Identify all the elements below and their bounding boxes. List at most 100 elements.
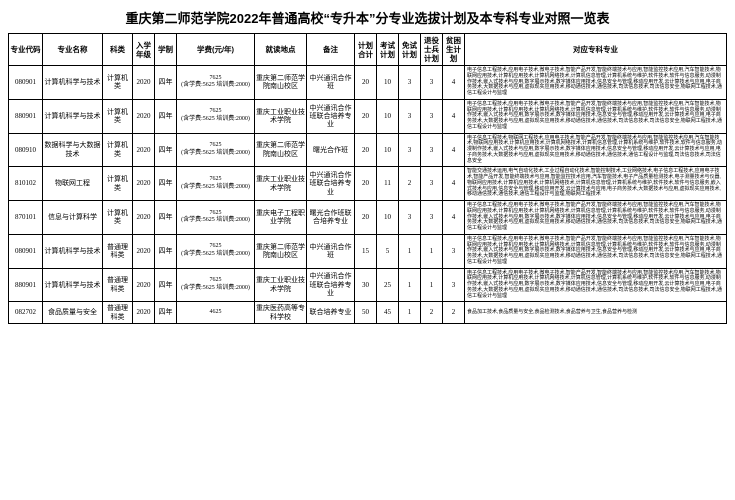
cell-n1: 20 — [355, 66, 377, 100]
cell-remark: 曙光合作班联合培养专业 — [307, 201, 355, 235]
col-header-4: 学制 — [155, 34, 177, 66]
col-header-11: 退役士兵计划 — [421, 34, 443, 66]
cell-year: 2020 — [133, 268, 155, 302]
table-row: 880901计算机科学与技术计算机类2020四年7625(含学费:5625 培训… — [9, 99, 727, 133]
cell-loc: 重庆第二师范学院南山校区 — [255, 133, 307, 167]
cell-sys: 四年 — [155, 268, 177, 302]
col-header-3: 入学年级 — [133, 34, 155, 66]
cell-loc: 重庆工业职业技术学院 — [255, 268, 307, 302]
cell-name: 计算机科学与技术 — [43, 99, 103, 133]
cell-n1: 20 — [355, 133, 377, 167]
cell-n3: 2 — [399, 167, 421, 201]
cell-loc: 重庆医药高等专科学校 — [255, 302, 307, 324]
cell-n1: 30 — [355, 268, 377, 302]
cell-n3: 3 — [399, 66, 421, 100]
cell-cat: 计算机类 — [103, 99, 133, 133]
col-header-0: 专业代码 — [9, 34, 43, 66]
cell-n1: 20 — [355, 201, 377, 235]
cell-year: 2020 — [133, 302, 155, 324]
cell-n4: 3 — [421, 66, 443, 100]
table-header-row: 专业代码专业名称科类入学年级学制学费(元/年)就读地点备注计划合计考试计划免试计… — [9, 34, 727, 66]
cell-sys: 四年 — [155, 167, 177, 201]
cell-n4: 2 — [421, 302, 443, 324]
cell-fee: 7625(含学费:5625 培训费:2000) — [177, 66, 255, 100]
cell-loc: 重庆工业职业技术学院 — [255, 99, 307, 133]
cell-n2: 25 — [377, 268, 399, 302]
cell-note: 电子信息工程技术,应用电子技术,微电子技术,智能产品开发,智能终端技术与应用,智… — [465, 201, 727, 235]
cell-n3: 3 — [399, 201, 421, 235]
cell-fee: 4625 — [177, 302, 255, 324]
table-row: 082702食品质量与安全普通理科类2020四年4625重庆医药高等专科学校联合… — [9, 302, 727, 324]
cell-n5: 3 — [443, 234, 465, 268]
cell-year: 2020 — [133, 201, 155, 235]
col-header-13: 对应专科专业 — [465, 34, 727, 66]
cell-name: 物联网工程 — [43, 167, 103, 201]
cell-n4: 3 — [421, 133, 443, 167]
cell-n1: 20 — [355, 99, 377, 133]
cell-cat: 计算机类 — [103, 66, 133, 100]
cell-year: 2020 — [133, 167, 155, 201]
cell-name: 食品质量与安全 — [43, 302, 103, 324]
cell-fee: 7625(含学费:5625 培训费:2000) — [177, 268, 255, 302]
cell-n3: 1 — [399, 302, 421, 324]
cell-code: 080901 — [9, 234, 43, 268]
cell-sys: 四年 — [155, 99, 177, 133]
cell-remark: 中兴通讯合作班联合培养专业 — [307, 268, 355, 302]
cell-n2: 10 — [377, 201, 399, 235]
page-title: 重庆第二师范学院2022年普通高校“专升本”分专业选拔计划及本专科专业对照一览表 — [8, 8, 727, 27]
cell-n4: 3 — [421, 99, 443, 133]
cell-year: 2020 — [133, 133, 155, 167]
cell-n2: 10 — [377, 66, 399, 100]
cell-code: 880901 — [9, 99, 43, 133]
cell-remark: 中兴通讯合作班 — [307, 66, 355, 100]
cell-n1: 50 — [355, 302, 377, 324]
cell-n2: 11 — [377, 167, 399, 201]
cell-n5: 4 — [443, 167, 465, 201]
cell-n5: 4 — [443, 66, 465, 100]
cell-n5: 3 — [443, 268, 465, 302]
cell-sys: 四年 — [155, 234, 177, 268]
col-header-12: 贫困生计划 — [443, 34, 465, 66]
cell-fee: 7625(含学费:5625 培训费:2000) — [177, 99, 255, 133]
cell-n3: 3 — [399, 99, 421, 133]
cell-note: 电子信息工程技术,应用电子技术,微电子技术,智能产品开发,智能终端技术与应用,智… — [465, 66, 727, 100]
table-row: 080901计算机科学与技术普通理科类2020四年7625(含学费:5625 培… — [9, 234, 727, 268]
cell-code: 870101 — [9, 201, 43, 235]
cell-n5: 4 — [443, 99, 465, 133]
cell-remark: 中兴通讯合作班 — [307, 234, 355, 268]
table-row: 810102物联网工程计算机类2020四年7625(含学费:5625 培训费:2… — [9, 167, 727, 201]
cell-loc: 重庆第二师范学院南山校区 — [255, 234, 307, 268]
cell-remark: 曙光合作班 — [307, 133, 355, 167]
cell-n3: 3 — [399, 133, 421, 167]
cell-note: 电子信息工程技术,应用电子技术,微电子技术,智能产品开发,智能终端技术与应用,智… — [465, 99, 727, 133]
cell-year: 2020 — [133, 234, 155, 268]
cell-n5: 2 — [443, 302, 465, 324]
cell-sys: 四年 — [155, 201, 177, 235]
cell-cat: 计算机类 — [103, 201, 133, 235]
cell-fee: 7625(含学费:5625 培训费:2000) — [177, 133, 255, 167]
cell-n5: 4 — [443, 201, 465, 235]
cell-note: 电子信息工程技术,物联网工程技术,应用电子技术,智能产品开发,智能终端技术与应用… — [465, 133, 727, 167]
cell-n4: 3 — [421, 201, 443, 235]
cell-n2: 5 — [377, 234, 399, 268]
col-header-8: 计划合计 — [355, 34, 377, 66]
cell-n1: 15 — [355, 234, 377, 268]
cell-code: 080901 — [9, 66, 43, 100]
plan-table: 专业代码专业名称科类入学年级学制学费(元/年)就读地点备注计划合计考试计划免试计… — [8, 33, 727, 324]
cell-code: 080910 — [9, 133, 43, 167]
cell-n2: 45 — [377, 302, 399, 324]
cell-note: 电子信息工程技术,应用电子技术,微电子技术,智能产品开发,智能终端技术与应用,智… — [465, 268, 727, 302]
cell-cat: 普通理科类 — [103, 268, 133, 302]
table-row: 080910数据科学与大数据技术计算机类2020四年7625(含学费:5625 … — [9, 133, 727, 167]
cell-code: 880901 — [9, 268, 43, 302]
cell-code: 082702 — [9, 302, 43, 324]
col-header-7: 备注 — [307, 34, 355, 66]
cell-n2: 10 — [377, 133, 399, 167]
cell-cat: 普通理科类 — [103, 234, 133, 268]
cell-note: 食品加工技术,食品质量与安全,食品检测技术,食品营养与卫生,食品营养与检测 — [465, 302, 727, 324]
cell-fee: 7625(含学费:5625 培训费:2000) — [177, 234, 255, 268]
cell-name: 信息与计算科学 — [43, 201, 103, 235]
cell-loc: 重庆电子工程职业学院 — [255, 201, 307, 235]
cell-remark: 中兴通讯合作班联合培养专业 — [307, 99, 355, 133]
cell-note: 智能交通技术运用,电气自动化技术,工业过程自动化技术,智能控制技术,工业网络技术… — [465, 167, 727, 201]
